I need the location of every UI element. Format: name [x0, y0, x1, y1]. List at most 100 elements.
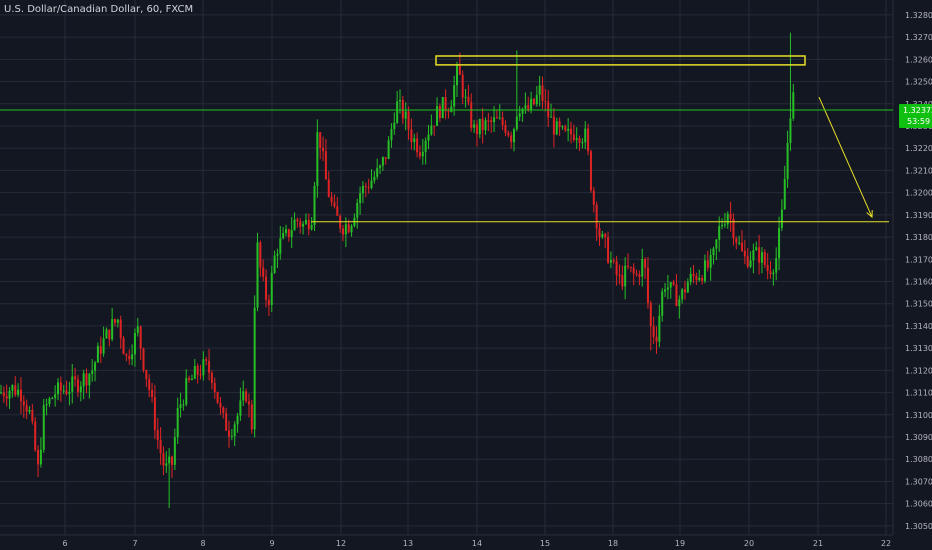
candle-body — [179, 404, 182, 409]
candle-body — [783, 179, 786, 210]
candle-body — [772, 272, 775, 275]
candle-body — [441, 97, 444, 119]
candle-body — [456, 65, 458, 86]
candle-body — [319, 132, 322, 148]
candle-body — [487, 120, 490, 122]
candle-body — [151, 389, 154, 397]
candle-body — [287, 229, 290, 238]
candle-body — [116, 319, 119, 323]
candle-body — [290, 229, 293, 238]
candle-body — [689, 273, 692, 283]
candle-body — [8, 390, 11, 399]
y-tick-label: 1.30900 — [905, 433, 932, 442]
candle-body — [752, 250, 755, 261]
y-tick-label: 1.31100 — [905, 389, 932, 398]
candle-body — [621, 275, 624, 287]
candle-body — [356, 202, 359, 218]
candle-body — [256, 242, 259, 308]
candle-body — [712, 248, 715, 256]
candle-body — [493, 117, 496, 123]
candle-body — [310, 225, 313, 230]
candle-body — [239, 400, 242, 416]
candle-body — [91, 370, 94, 374]
candle-body — [193, 365, 196, 379]
x-tick-label: 6 — [62, 539, 67, 548]
candle-body — [786, 143, 789, 180]
candle-body — [230, 436, 233, 438]
candle-body — [570, 128, 572, 135]
candle-body — [367, 186, 370, 188]
candle-body — [159, 439, 162, 454]
candle-body — [746, 256, 749, 267]
candle-body — [267, 299, 270, 305]
candle-body — [718, 226, 721, 240]
candle-body — [729, 213, 732, 219]
candle-body — [245, 391, 248, 402]
candle-body — [467, 96, 470, 103]
candle-body — [307, 220, 310, 230]
candle-body — [527, 105, 530, 111]
candle-body — [444, 97, 447, 112]
candle-body — [513, 129, 515, 143]
candle-body — [370, 180, 373, 188]
candle-body — [111, 319, 114, 340]
candle-body — [686, 282, 689, 293]
candle-body — [413, 138, 416, 143]
candle-body — [202, 359, 205, 376]
candle-body — [247, 401, 250, 405]
candle-body — [25, 405, 28, 412]
candle-body — [65, 390, 68, 394]
candle-body — [387, 140, 390, 159]
candle-body — [94, 362, 97, 371]
candle-body — [393, 122, 396, 130]
candle-body — [171, 456, 173, 465]
x-tick-label: 20 — [744, 539, 754, 548]
candle-body — [76, 379, 79, 393]
y-tick-label: 1.32600 — [905, 55, 932, 64]
chart-title: U.S. Dollar/Canadian Dollar, 60, FXCM — [4, 4, 194, 15]
candle-body — [601, 233, 604, 238]
candle-body — [162, 453, 165, 466]
candle-body — [342, 228, 344, 235]
candle-body — [564, 126, 567, 131]
x-tick-label: 22 — [881, 539, 891, 548]
candle-body — [715, 239, 718, 249]
candle-body — [607, 237, 610, 263]
candle-body — [658, 315, 661, 342]
x-tick-label: 15 — [540, 539, 550, 548]
candle-body — [396, 101, 399, 123]
candle-body — [96, 346, 99, 363]
candle-body — [515, 116, 518, 130]
candle-body — [37, 449, 40, 465]
x-tick-label: 13 — [403, 539, 413, 548]
candle-body — [250, 404, 253, 430]
candle-body — [769, 271, 772, 275]
candle-body — [521, 108, 524, 114]
candle-body — [128, 355, 131, 360]
candle-body — [695, 276, 698, 280]
candle-body — [481, 118, 484, 131]
x-tick-label: 9 — [269, 539, 274, 548]
candle-body — [709, 255, 712, 268]
candle-body — [692, 273, 695, 277]
candle-body — [133, 332, 136, 355]
candle-body — [51, 397, 54, 399]
candle-body — [273, 255, 276, 273]
candle-body — [635, 273, 638, 275]
candle-body — [225, 413, 228, 431]
candle-body — [165, 463, 168, 466]
candle-body — [780, 209, 783, 228]
candle-body — [424, 140, 427, 152]
candle-body — [19, 389, 22, 402]
candle-body — [57, 382, 59, 395]
candle-body — [470, 102, 473, 128]
y-tick-label: 1.31300 — [905, 344, 932, 353]
candle-body — [299, 221, 302, 227]
candle-body — [401, 99, 404, 119]
candle-body — [541, 85, 544, 101]
candle-body — [760, 252, 763, 263]
candle-body — [31, 409, 34, 422]
candle-body — [552, 116, 555, 135]
